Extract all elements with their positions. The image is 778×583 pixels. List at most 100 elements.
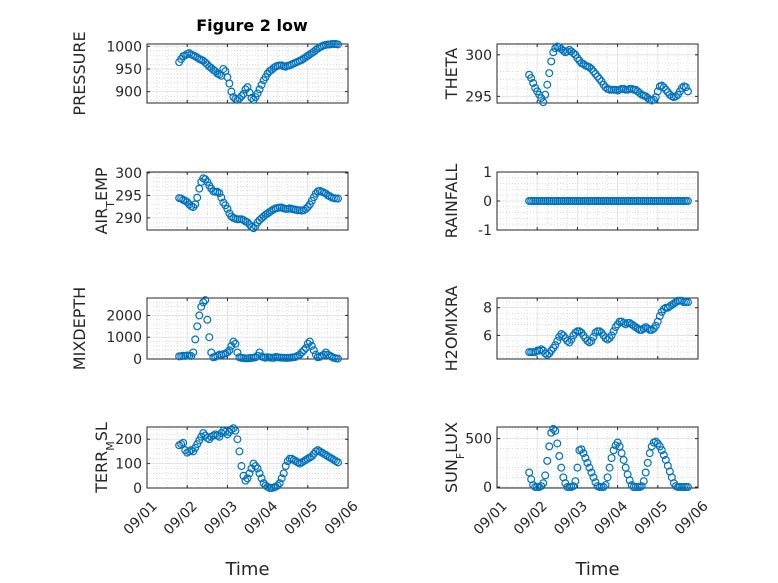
data-point <box>589 473 598 482</box>
data-point <box>301 455 310 464</box>
data-point <box>545 442 554 451</box>
data-point <box>197 302 206 311</box>
data-point <box>549 48 558 57</box>
data-point <box>281 462 290 471</box>
data-point <box>235 447 244 456</box>
data-point <box>327 454 336 463</box>
y-axis-label: THETA <box>442 48 461 100</box>
data-point <box>545 69 554 78</box>
data-point <box>215 70 224 79</box>
data-point <box>557 463 566 472</box>
data-point <box>557 330 566 339</box>
data-point <box>653 317 662 326</box>
data-point <box>653 87 662 96</box>
data-point <box>215 189 224 198</box>
data-point <box>547 428 556 437</box>
data-point <box>313 44 322 53</box>
data-point <box>319 449 328 458</box>
data-point <box>257 474 266 483</box>
data-point <box>567 335 576 344</box>
data-point <box>595 74 604 83</box>
y-axis-label: H2OMIXRA <box>442 286 461 372</box>
data-point <box>315 447 324 456</box>
data-point <box>571 328 580 337</box>
data-point <box>295 350 304 359</box>
y-tick-label: 500 <box>465 432 492 448</box>
data-point <box>243 218 252 227</box>
data-point <box>543 350 552 359</box>
data-point <box>333 458 342 467</box>
data-point <box>577 445 586 454</box>
data-point <box>579 449 588 458</box>
data-point <box>253 218 262 227</box>
data-point <box>273 481 282 490</box>
x-tick-label: 09/01 <box>471 498 511 538</box>
data-point <box>227 425 236 434</box>
y-tick-label: 290 <box>115 211 142 227</box>
data-point <box>183 198 192 207</box>
subplot-sunflux: 09/01 09/02 09/03 09/04 09/05 09/06 0 500SUNFLU… <box>442 422 712 580</box>
data-point <box>651 321 660 330</box>
y-axis-label: AIRTEMP <box>92 167 117 234</box>
y-axis-label-main: AIR <box>92 208 111 235</box>
y-axis-label-main: PRESSURE <box>70 31 89 115</box>
y-tick-label: 900 <box>115 85 142 101</box>
data-point <box>541 90 550 99</box>
data-point <box>621 320 630 329</box>
data-point <box>181 446 190 455</box>
x-axis-label: Time <box>224 559 269 580</box>
data-point <box>589 332 598 341</box>
data-point <box>651 437 660 446</box>
data-point <box>199 298 208 307</box>
data-point <box>661 85 670 94</box>
data-point <box>333 194 342 203</box>
y-tick-label: -1 <box>478 223 492 239</box>
data-point <box>237 92 246 101</box>
data-point <box>655 312 664 321</box>
data-point <box>239 216 248 225</box>
axes-box <box>496 43 699 104</box>
y-axis-label-tail: LUX <box>442 422 461 453</box>
data-point <box>299 346 308 355</box>
data-point <box>527 74 536 83</box>
data-point <box>619 318 628 327</box>
data-point <box>543 456 552 465</box>
y-axis-label-subscript: F <box>454 453 467 459</box>
data-point <box>321 451 330 460</box>
data-point <box>641 468 650 477</box>
axes-box <box>146 297 349 360</box>
data-point <box>201 296 210 305</box>
data-point <box>251 462 260 471</box>
data-point <box>319 350 328 359</box>
data-point <box>195 184 204 193</box>
data-point <box>635 89 644 98</box>
data-point <box>307 341 316 350</box>
series-markers <box>525 296 692 359</box>
y-axis-label: RAINFALL <box>442 164 461 239</box>
data-point <box>683 87 692 96</box>
data-point <box>261 210 270 219</box>
data-point <box>657 446 666 455</box>
data-point <box>249 459 258 468</box>
y-axis-label-main: THETA <box>442 48 461 100</box>
data-point <box>251 353 260 362</box>
data-point <box>333 354 342 363</box>
data-point <box>297 55 306 64</box>
y-tick-label: 295 <box>465 89 492 105</box>
data-point <box>253 464 262 473</box>
data-point <box>255 348 264 357</box>
data-point <box>639 477 648 486</box>
data-point <box>617 449 626 458</box>
data-point <box>289 455 298 464</box>
axes-box <box>146 43 349 104</box>
data-point <box>585 463 594 472</box>
data-point <box>537 345 546 354</box>
data-point <box>649 95 658 104</box>
subplot-terrmsl: 09/01 09/02 09/03 09/04 09/05 09/06 0 100 200TER… <box>92 422 362 580</box>
y-axis-label-main: RAINFALL <box>442 164 461 239</box>
data-point <box>553 439 562 448</box>
data-point <box>643 458 652 467</box>
data-point <box>321 189 330 198</box>
data-point <box>313 446 322 455</box>
